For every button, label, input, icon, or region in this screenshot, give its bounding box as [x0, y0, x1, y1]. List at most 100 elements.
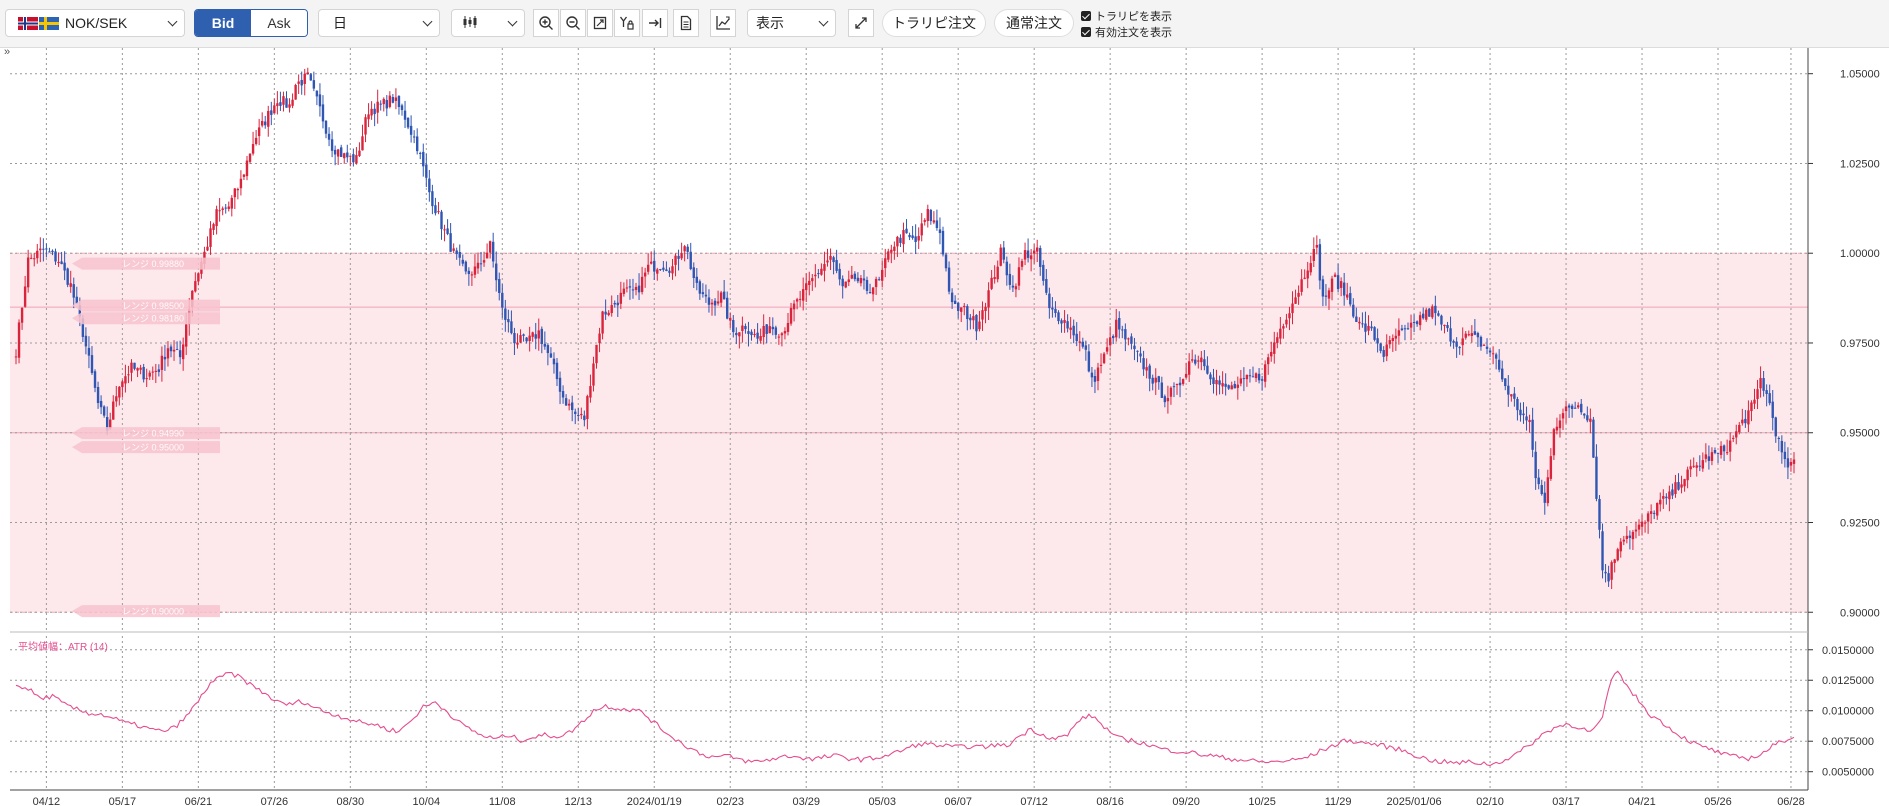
candle-body: [1789, 461, 1793, 466]
x-tick-label: 03/29: [792, 796, 820, 806]
candle-body: [1163, 396, 1167, 403]
candle-body: [1102, 353, 1106, 364]
candle-body: [592, 363, 595, 386]
candle-body: [1385, 344, 1388, 357]
candle-body: [412, 136, 416, 138]
candle-body: [1342, 282, 1346, 296]
trail-tag-label: レンジ 0.95000: [122, 443, 184, 453]
candle-body: [1777, 438, 1781, 440]
candle-body: [1707, 456, 1711, 461]
x-tick-label: 07/12: [1020, 796, 1048, 806]
candle-body: [762, 325, 765, 338]
candle-body: [352, 154, 355, 163]
candle-body: [513, 333, 516, 344]
candle-body: [1561, 413, 1565, 419]
candle-body: [1601, 531, 1604, 571]
scroll-to-latest-button[interactable]: [642, 9, 668, 37]
candle-body: [865, 279, 869, 291]
candle-body: [1786, 458, 1790, 468]
candle-body: [33, 258, 36, 260]
candle-body: [142, 367, 145, 380]
candle-body: [735, 332, 738, 336]
candle-body: [558, 377, 562, 392]
candle-body: [844, 281, 847, 288]
candle-body: [792, 303, 796, 310]
zoom-in-button[interactable]: [533, 9, 559, 37]
candle-body: [355, 155, 358, 164]
candle-body: [181, 344, 185, 360]
candle-body: [1722, 445, 1726, 452]
candle-body: [1762, 378, 1765, 391]
currency-pair-select[interactable]: NOK/SEK: [5, 9, 185, 37]
normal-order-button[interactable]: 通常注文: [994, 9, 1074, 37]
candle-body: [953, 300, 957, 304]
candlestick-series: [14, 67, 1796, 589]
candle-body: [516, 342, 519, 345]
candle-body: [1178, 382, 1182, 386]
x-tick-label: 10/25: [1248, 796, 1276, 806]
ask-button[interactable]: Ask: [251, 10, 307, 36]
price-lock-button[interactable]: [614, 9, 640, 37]
candle-body: [1425, 309, 1428, 320]
candle-body: [504, 308, 507, 320]
candle-body: [1063, 320, 1066, 323]
expand-panel-icon[interactable]: »: [4, 46, 11, 58]
report-button[interactable]: [673, 9, 699, 37]
fit-screen-button[interactable]: [587, 9, 613, 37]
candle-body: [1744, 418, 1747, 424]
chart-type-select[interactable]: [451, 9, 525, 37]
candle-body: [1093, 376, 1097, 382]
candle-body: [364, 117, 367, 135]
candle-body: [1725, 452, 1729, 454]
candle-body: [719, 292, 723, 303]
candle-body: [437, 211, 440, 213]
fullscreen-button[interactable]: [848, 9, 874, 37]
candle-body: [425, 164, 428, 178]
atr-tick-label: 0.0150000: [1822, 645, 1874, 657]
show-valid-orders-checkbox[interactable]: 有効注文を表示: [1081, 24, 1172, 40]
norway-flag-icon: [18, 16, 38, 30]
candle-body: [1051, 307, 1054, 310]
candle-body: [1567, 405, 1571, 408]
checkbox-checked-icon: [1081, 11, 1091, 21]
candle-body: [39, 248, 42, 251]
candle-body: [458, 251, 461, 258]
candle-body: [1473, 331, 1477, 335]
display-select[interactable]: 表示: [747, 9, 836, 37]
candle-body: [136, 368, 139, 371]
indicator-button[interactable]: [710, 9, 736, 37]
trail-tag-label: レンジ 0.99880: [122, 259, 184, 269]
candle-body: [583, 415, 586, 421]
candle-body: [1266, 357, 1270, 365]
candle-body: [820, 268, 823, 275]
candle-body: [634, 286, 638, 290]
candle-body: [950, 292, 954, 303]
x-tick-label: 02/23: [716, 796, 744, 806]
show-trail-checkbox[interactable]: トラリピを表示: [1081, 8, 1172, 24]
trail-order-button[interactable]: トラリピ注文: [882, 9, 986, 37]
candle-body: [1662, 496, 1665, 499]
candle-body: [133, 362, 136, 369]
candle-body: [543, 343, 547, 347]
sweden-flag-icon: [39, 16, 59, 30]
candle-body: [1686, 469, 1689, 481]
candle-body: [1504, 378, 1507, 387]
candle-body: [1552, 429, 1556, 456]
candle-body: [893, 246, 896, 251]
candle-body: [1543, 492, 1546, 503]
y-axis-lock-icon: [619, 16, 634, 30]
candle-body: [1154, 377, 1157, 383]
timeframe-select[interactable]: 日: [318, 9, 440, 37]
candle-body: [160, 355, 164, 370]
candle-body: [1194, 359, 1197, 364]
bid-button[interactable]: Bid: [195, 10, 251, 36]
candle-body: [1394, 335, 1398, 339]
price-chart[interactable]: 04/12 05/17 06/21 07/26 08/30 10/04 11/08 12/13…: [0, 48, 1889, 806]
trail-price-tag: レンジ 0.98180: [72, 312, 220, 325]
candle-body: [1048, 293, 1051, 309]
candle-body: [1373, 327, 1376, 340]
zoom-out-button[interactable]: [560, 9, 586, 37]
candle-body: [54, 251, 57, 262]
trail-tag-shape: [72, 312, 220, 325]
candle-body: [285, 98, 288, 108]
